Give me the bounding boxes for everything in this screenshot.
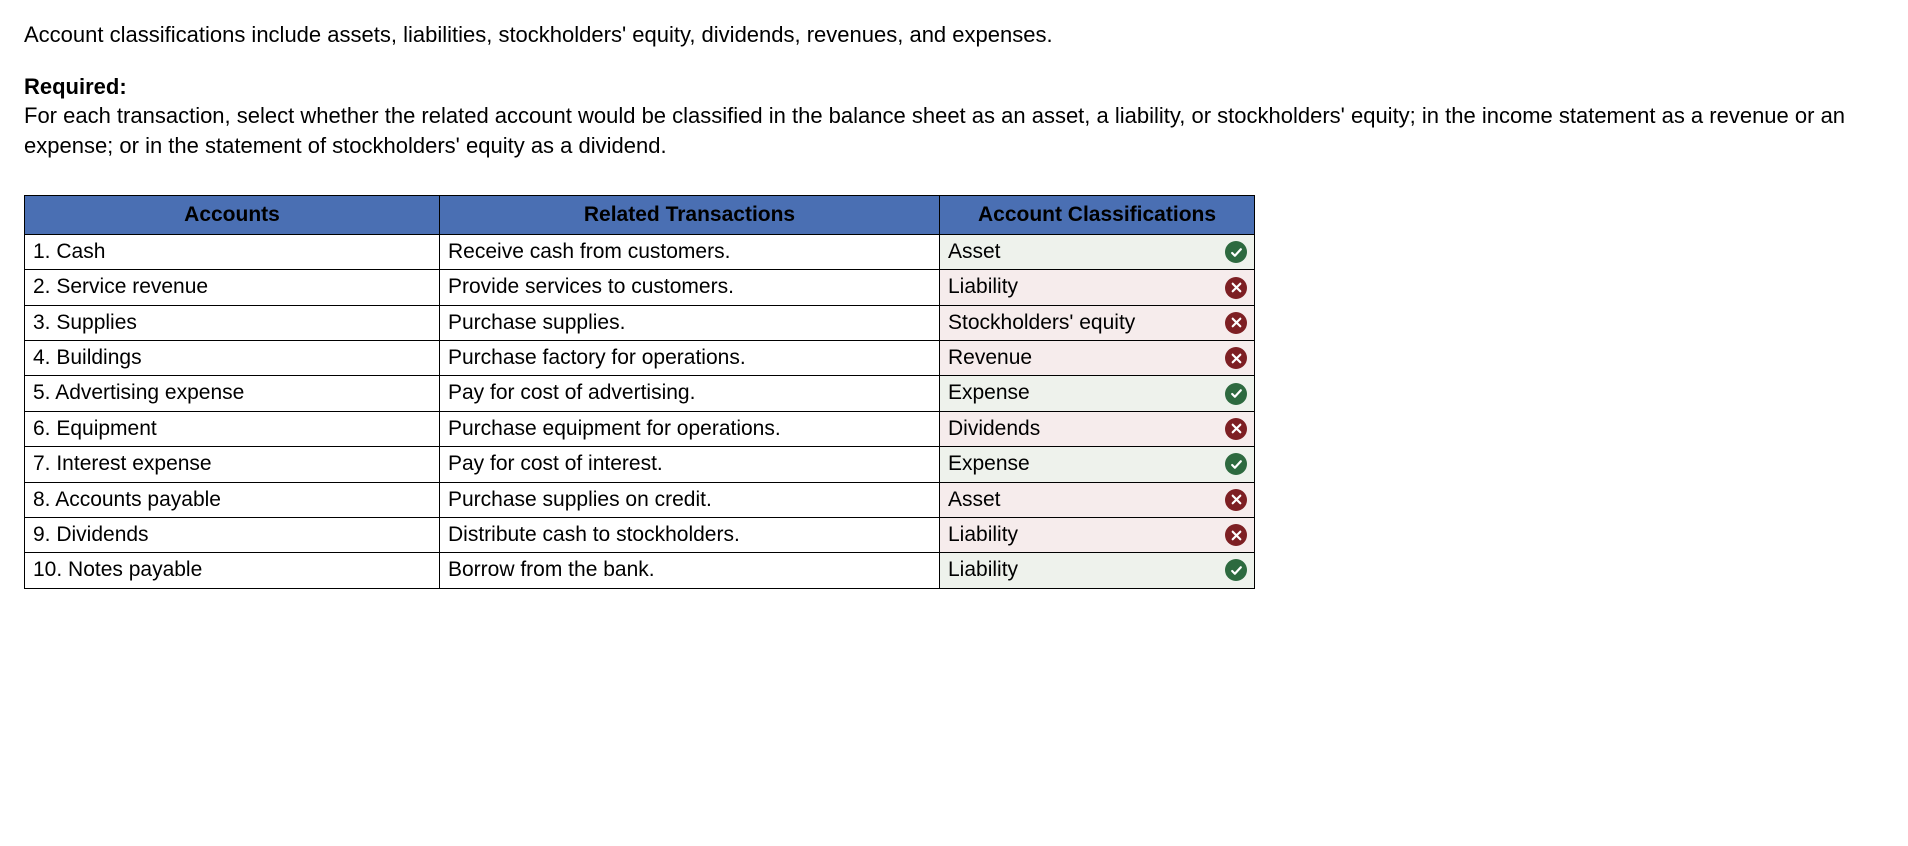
required-block: Required: For each transaction, select w… (24, 72, 1884, 161)
transaction-cell: Purchase supplies. (440, 305, 940, 340)
transaction-cell: Borrow from the bank. (440, 553, 940, 588)
col-header-classifications: Account Classifications (940, 195, 1255, 234)
account-cell: 5. Advertising expense (25, 376, 440, 411)
table-row: 10. Notes payableBorrow from the bank. Li… (25, 553, 1255, 588)
account-cell: 1. Cash (25, 235, 440, 270)
classification-cell[interactable]: Expense (940, 376, 1255, 411)
account-cell: 6. Equipment (25, 411, 440, 446)
classification-value: Liability (948, 558, 1018, 581)
table-row: 9. DividendsDistribute cash to stockhold… (25, 517, 1255, 552)
classification-cell[interactable]: Revenue (940, 341, 1255, 376)
account-cell: 7. Interest expense (25, 447, 440, 482)
transaction-cell: Distribute cash to stockholders. (440, 517, 940, 552)
account-cell: 8. Accounts payable (25, 482, 440, 517)
transaction-cell: Purchase factory for operations. (440, 341, 940, 376)
check-icon (1225, 453, 1247, 475)
table-header-row: Accounts Related Transactions Account Cl… (25, 195, 1255, 234)
classification-value: Revenue (948, 346, 1032, 369)
cross-icon (1225, 418, 1247, 440)
classification-table: Accounts Related Transactions Account Cl… (24, 195, 1255, 589)
classification-cell[interactable]: Asset (940, 482, 1255, 517)
cross-icon (1225, 312, 1247, 334)
account-cell: 4. Buildings (25, 341, 440, 376)
account-cell: 9. Dividends (25, 517, 440, 552)
classification-value: Asset (948, 488, 1001, 511)
classification-value: Liability (948, 523, 1018, 546)
transaction-cell: Receive cash from customers. (440, 235, 940, 270)
table-row: 1. CashReceive cash from customers. Asset (25, 235, 1255, 270)
cross-icon (1225, 277, 1247, 299)
table-row: 3. SuppliesPurchase supplies. Stockholder… (25, 305, 1255, 340)
classification-cell[interactable]: Asset (940, 235, 1255, 270)
transaction-cell: Provide services to customers. (440, 270, 940, 305)
transaction-cell: Purchase equipment for operations. (440, 411, 940, 446)
table-row: 5. Advertising expensePay for cost of ad… (25, 376, 1255, 411)
intro-text: Account classifications include assets, … (24, 20, 1884, 50)
required-label: Required: (24, 74, 127, 99)
classification-cell[interactable]: Liability (940, 553, 1255, 588)
classification-cell[interactable]: Liability (940, 517, 1255, 552)
table-row: 4. BuildingsPurchase factory for operati… (25, 341, 1255, 376)
col-header-transactions: Related Transactions (440, 195, 940, 234)
check-icon (1225, 241, 1247, 263)
transaction-cell: Pay for cost of advertising. (440, 376, 940, 411)
table-row: 6. EquipmentPurchase equipment for opera… (25, 411, 1255, 446)
check-icon (1225, 559, 1247, 581)
classification-value: Dividends (948, 417, 1040, 440)
account-cell: 2. Service revenue (25, 270, 440, 305)
classification-value: Expense (948, 452, 1030, 475)
classification-value: Stockholders' equity (948, 311, 1135, 334)
table-row: 2. Service revenueProvide services to cu… (25, 270, 1255, 305)
col-header-accounts: Accounts (25, 195, 440, 234)
classification-cell[interactable]: Expense (940, 447, 1255, 482)
transaction-cell: Pay for cost of interest. (440, 447, 940, 482)
transaction-cell: Purchase supplies on credit. (440, 482, 940, 517)
cross-icon (1225, 347, 1247, 369)
classification-value: Expense (948, 381, 1030, 404)
classification-cell[interactable]: Dividends (940, 411, 1255, 446)
classification-value: Asset (948, 240, 1001, 263)
check-icon (1225, 383, 1247, 405)
table-row: 8. Accounts payablePurchase supplies on … (25, 482, 1255, 517)
account-cell: 10. Notes payable (25, 553, 440, 588)
account-cell: 3. Supplies (25, 305, 440, 340)
classification-cell[interactable]: Stockholders' equity (940, 305, 1255, 340)
cross-icon (1225, 524, 1247, 546)
classification-value: Liability (948, 275, 1018, 298)
table-row: 7. Interest expensePay for cost of inter… (25, 447, 1255, 482)
classification-cell[interactable]: Liability (940, 270, 1255, 305)
cross-icon (1225, 489, 1247, 511)
required-description: For each transaction, select whether the… (24, 103, 1845, 158)
